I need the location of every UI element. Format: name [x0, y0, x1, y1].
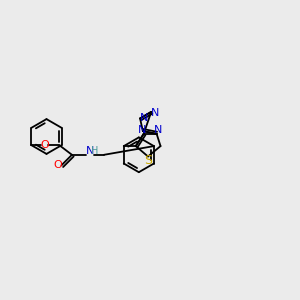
Text: O: O: [40, 140, 49, 150]
Text: O: O: [53, 160, 62, 170]
Text: S: S: [144, 154, 152, 167]
Text: N: N: [151, 108, 159, 118]
Text: H: H: [91, 146, 99, 156]
Text: N: N: [140, 113, 148, 123]
Text: N: N: [86, 146, 94, 156]
Text: N: N: [154, 125, 162, 135]
Text: N: N: [138, 125, 146, 135]
